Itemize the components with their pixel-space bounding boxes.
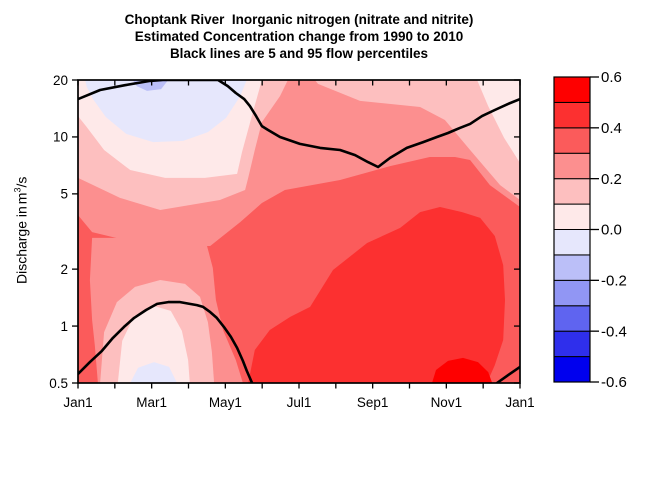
colorbar-cell-0 <box>553 356 591 383</box>
colorbar-cell-2 <box>553 305 591 332</box>
x-tick-label-4: Sep1 <box>357 395 389 410</box>
colorbar-cell-7 <box>553 178 591 205</box>
contour-band-topleft-neg0.1-0.0 <box>85 80 247 143</box>
y-axis-label-prefix: Discharge in <box>13 206 30 285</box>
colorbar-cell-10 <box>553 101 591 129</box>
contour-band-bottomright-0.5-0.6 <box>432 357 493 383</box>
colorbar-tick-label-2: 0.2 <box>601 171 622 188</box>
chart-title-line-3: Black lines are 5 and 95 flow percentile… <box>169 46 429 61</box>
y-tick-label-5: 0.5 <box>49 376 68 391</box>
colorbar-cell-1 <box>553 330 591 358</box>
colorbar-cell-11 <box>553 76 591 103</box>
x-tick-label-0: Jan1 <box>63 395 92 410</box>
colorbar-cell-9 <box>553 127 591 154</box>
x-tick-label-2: May1 <box>209 395 242 410</box>
contour-band-valley-neg0.1-0.0 <box>130 362 177 383</box>
flow-line-p5-flow-percentile <box>78 300 254 383</box>
contour-band-valley-0.0-0.1 <box>117 306 190 383</box>
x-tick-label-3: Jul1 <box>287 395 312 410</box>
y-tick-label-3: 2 <box>60 262 68 277</box>
colorbar-cell-4 <box>553 254 591 281</box>
colorbar-cell-8 <box>553 152 591 180</box>
colorbar-cell-3 <box>553 279 591 307</box>
y-axis-label: Discharge inm3/s <box>13 120 30 340</box>
flow-line-p5-flow-percentile-tail <box>495 365 520 383</box>
y-axis-label-unit: m <box>13 192 30 205</box>
colorbar-tick-label-4: -0.2 <box>601 273 627 290</box>
contour-bands-group <box>78 80 520 383</box>
flow-line-p95-flow-percentile <box>78 80 520 169</box>
x-tick-label-6: Jan1 <box>505 395 534 410</box>
chart-title-line-2: Estimated Concentration change from 1990… <box>134 29 464 44</box>
y-tick-label-2: 5 <box>60 187 68 202</box>
y-tick-label-4: 1 <box>60 319 68 334</box>
chart-title-line-1: Choptank River Inorganic nitrogen (nitra… <box>124 12 474 27</box>
y-axis-label-suffix: /s <box>13 176 30 188</box>
colorbar-cell-5 <box>553 229 591 256</box>
colorbar-tick-label-3: 0.0 <box>601 222 622 239</box>
colorbar-tick-label-0: 0.6 <box>601 69 622 86</box>
y-tick-label-1: 10 <box>53 130 68 145</box>
colorbar-tick-label-6: -0.6 <box>601 374 627 391</box>
colorbar-tick-label-5: -0.4 <box>601 323 627 340</box>
y-tick-label-0: 20 <box>53 73 68 88</box>
contour-band-topright-0.0-0.1 <box>477 80 520 163</box>
colorbar-cell-6 <box>553 203 591 230</box>
contour-band-bottomright-0.4-0.5 <box>248 207 505 383</box>
x-tick-label-1: Mar1 <box>136 395 167 410</box>
colorbar-tick-label-1: 0.4 <box>601 120 622 137</box>
x-tick-label-5: Nov1 <box>431 395 463 410</box>
contour-band-topright-0.1-0.2 <box>314 80 520 200</box>
y-axis-label-exponent: 3 <box>12 187 23 193</box>
